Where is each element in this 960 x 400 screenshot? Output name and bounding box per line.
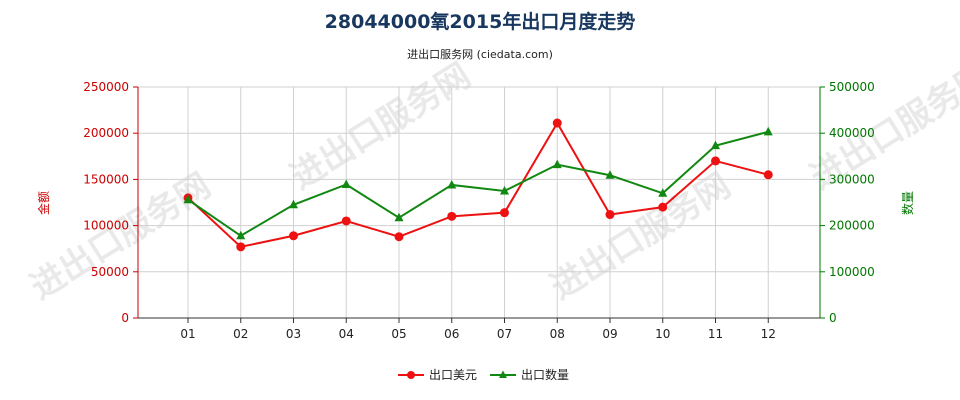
data-point [605, 170, 615, 179]
legend-label: 出口美元 [429, 368, 477, 382]
data-point [711, 156, 720, 166]
data-point [763, 170, 773, 180]
axes: 0 50000 100000 150000 200000 250000 0 100000 200… [83, 80, 875, 341]
y-right-tick-label: 400000 [829, 126, 875, 140]
legend-swatch-marker [407, 371, 415, 379]
watermark-text: 进出口服务网 [24, 166, 218, 308]
series-layer [183, 118, 773, 252]
x-tick-label: 04 [339, 327, 354, 341]
data-point [552, 159, 562, 169]
watermark-text: 进出口服务网 [544, 166, 738, 308]
x-tick-label: 07 [497, 327, 512, 341]
data-point [552, 118, 562, 128]
data-point [394, 212, 404, 222]
y-right-tick-label: 300000 [829, 172, 875, 186]
y-left-axis-label: 金额 [36, 191, 51, 215]
y-right-tick-label: 500000 [829, 80, 875, 94]
chart-subtitle: 进出口服务网 (ciedata.com) [407, 47, 553, 61]
y-left-tick-label: 150000 [83, 172, 129, 186]
legend-item: 出口数量 [490, 367, 569, 382]
y-left-tick-label: 200000 [83, 126, 129, 140]
x-tick-label: 06 [444, 327, 459, 341]
y-right-tick-label: 0 [829, 311, 837, 325]
watermark-text: 进出口服务网 [284, 56, 478, 198]
data-point [500, 185, 509, 195]
data-point [447, 179, 457, 189]
x-tick-label: 12 [761, 327, 776, 341]
y-left-tick-label: 50000 [91, 265, 129, 279]
y-left-tick-label: 0 [121, 311, 129, 325]
y-left-tick-label: 250000 [83, 80, 129, 94]
data-point [658, 188, 668, 197]
data-point [236, 230, 246, 240]
x-tick-label: 03 [286, 327, 301, 341]
x-tick-label: 10 [655, 327, 670, 341]
x-tick-label: 11 [708, 327, 723, 341]
data-point [500, 208, 509, 218]
data-point [341, 216, 351, 226]
x-tick-label: 09 [602, 327, 617, 341]
legend-item: 出口美元 [398, 368, 477, 382]
data-point [236, 242, 246, 252]
x-tick-label: 02 [233, 327, 248, 341]
y-right-tick-label: 200000 [829, 219, 875, 233]
y-right-tick-label: 100000 [829, 265, 875, 279]
legend-swatch-marker [499, 370, 507, 378]
data-point [605, 210, 615, 220]
x-tick-label: 05 [391, 327, 406, 341]
data-point [183, 194, 193, 204]
x-tick-label: 01 [180, 327, 195, 341]
data-point [658, 202, 668, 212]
data-point [711, 140, 720, 150]
series-1 [183, 118, 773, 252]
legend-label: 出口数量 [521, 367, 569, 382]
data-point [289, 231, 298, 241]
data-point [763, 126, 773, 136]
series-line [187, 121, 769, 248]
data-point [289, 199, 298, 209]
data-point [341, 179, 351, 188]
y-right-axis-label: 数量 [900, 191, 915, 215]
watermark-text: 进出口服务网 [804, 56, 960, 198]
y-left-tick-label: 100000 [83, 219, 129, 233]
series-line [187, 130, 769, 237]
data-point [447, 211, 457, 221]
legend: 出口美元 出口数量 [398, 367, 569, 382]
data-point [394, 232, 404, 242]
chart-title: 28044000氧2015年出口月度走势 [325, 10, 636, 33]
series-2 [183, 126, 773, 240]
x-tick-label: 08 [550, 327, 565, 341]
